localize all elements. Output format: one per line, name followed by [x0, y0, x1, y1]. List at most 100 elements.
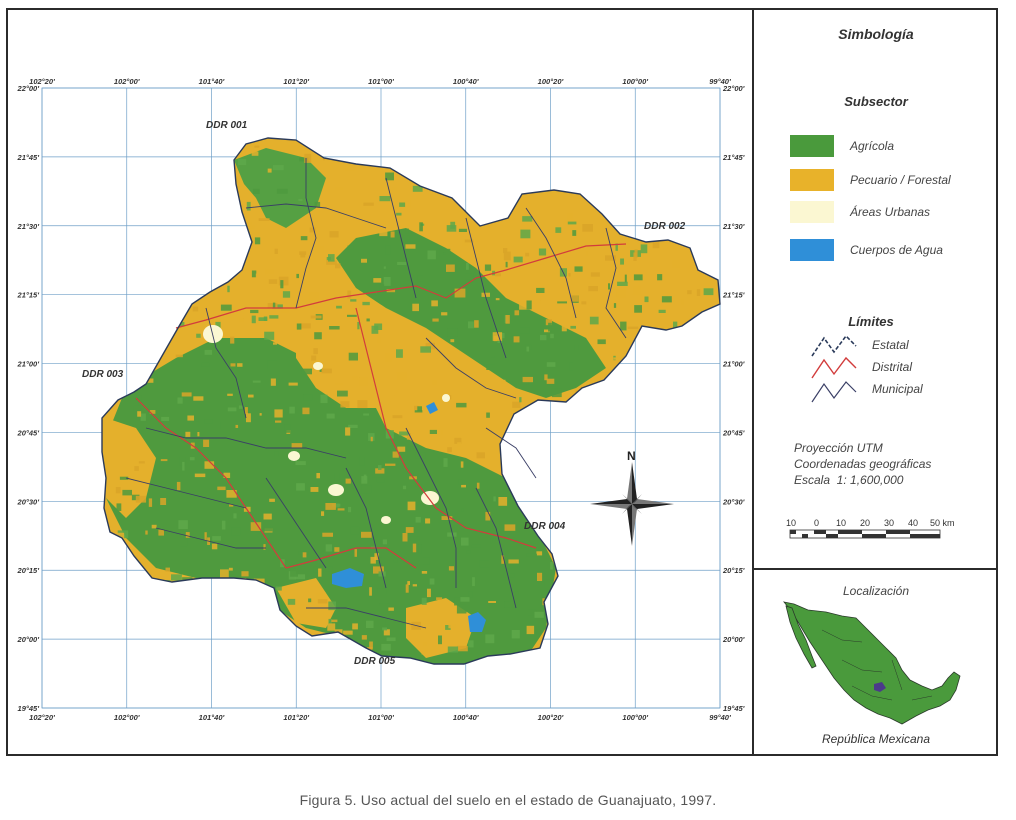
land-use-patch — [231, 527, 241, 536]
land-use-patch — [296, 273, 299, 279]
land-use-patch — [204, 419, 213, 424]
land-use-patch — [490, 537, 493, 544]
land-use-patch — [613, 357, 624, 360]
land-use-patch — [250, 309, 259, 314]
land-use-patch — [313, 348, 318, 355]
land-use-patch — [122, 489, 132, 496]
land-use-patch — [468, 640, 474, 648]
land-use-patch — [108, 147, 114, 152]
land-use-patch — [388, 607, 394, 611]
land-use-patch — [568, 273, 571, 277]
land-use-patch — [131, 494, 140, 501]
land-use-patch — [129, 183, 136, 190]
mexico-location-map — [783, 601, 961, 725]
land-use-patch — [423, 641, 428, 646]
land-use-patch — [295, 461, 306, 466]
land-use-patch — [704, 464, 716, 471]
legend-label: Pecuario / Forestal — [850, 173, 951, 187]
land-use-patch — [546, 362, 556, 367]
land-use-patch — [229, 504, 234, 507]
land-use-patch — [284, 424, 291, 433]
land-use-patch — [454, 288, 466, 298]
land-use-patch — [402, 533, 408, 542]
land-use-patch — [112, 145, 116, 151]
municipal-boundaries — [125, 158, 627, 629]
land-use-patch — [450, 221, 456, 229]
land-use-patch — [259, 413, 262, 416]
land-use-patch — [448, 624, 456, 629]
land-use-patch — [678, 232, 684, 240]
land-use-patch — [649, 643, 655, 650]
land-use-patch — [659, 512, 665, 522]
left-lat-label: 21°45' — [17, 153, 40, 162]
land-use-patch — [220, 304, 232, 311]
right-lat-label: 19°45' — [723, 704, 745, 713]
land-use-patch — [152, 238, 161, 243]
land-use-patch — [468, 321, 474, 329]
land-use-patch — [582, 440, 590, 445]
land-use-patch — [300, 253, 306, 258]
land-use-patch — [114, 299, 118, 305]
land-use-patch — [182, 577, 193, 581]
land-use-patch — [131, 380, 139, 385]
land-use-patch — [593, 596, 603, 604]
land-use-patch — [379, 228, 388, 237]
land-use-patch — [203, 586, 212, 595]
land-use-patch — [692, 405, 700, 408]
land-use-patch — [362, 301, 370, 306]
land-use-patch — [216, 621, 220, 629]
right-lat-label: 21°30' — [722, 222, 745, 231]
land-use-patch — [575, 613, 584, 616]
land-use-patch — [377, 588, 387, 595]
land-use-patch — [298, 198, 303, 202]
urbanas-swatch — [790, 201, 834, 223]
land-use-patch — [561, 192, 566, 199]
land-use-patch — [493, 496, 496, 502]
land-use-patch — [513, 336, 520, 343]
land-use-patch — [456, 604, 467, 614]
land-use-patch — [479, 560, 490, 568]
land-use-patch — [699, 353, 704, 360]
land-use-patch — [269, 498, 275, 502]
land-use-map: 102°20' 102°20' 102°00' 102°00' 101°40' 101°4… — [17, 77, 745, 722]
land-use-patch — [134, 174, 142, 181]
land-use-patch — [523, 412, 528, 421]
land-use-patch — [476, 482, 480, 489]
land-use-patch — [136, 202, 141, 205]
land-use-patch — [443, 252, 447, 255]
land-use-patch — [511, 630, 520, 639]
land-use-patch — [550, 562, 553, 570]
land-use-patch — [220, 421, 227, 429]
limit-label-municipal: Municipal — [872, 382, 923, 396]
land-use-patch — [647, 649, 656, 654]
land-use-patch — [690, 628, 702, 634]
land-use-patch — [563, 585, 567, 589]
urban-area-celaya — [421, 491, 439, 505]
land-use-patch — [638, 140, 643, 144]
land-use-patch — [344, 163, 355, 172]
land-use-patch — [104, 258, 113, 263]
land-use-patch — [147, 240, 159, 246]
land-use-patch — [642, 198, 645, 206]
land-use-patch — [421, 649, 428, 655]
legend-panel: Simbología Subsector Agrícola Pecuario /… — [754, 8, 998, 756]
land-use-patch — [512, 401, 521, 408]
land-use-patch — [610, 644, 615, 654]
land-use-patch — [660, 573, 667, 582]
land-use-patch — [706, 246, 713, 256]
land-use-patch — [489, 275, 500, 281]
land-use-patch — [536, 551, 543, 556]
estatal-line-icon — [811, 334, 857, 357]
land-use-patch — [419, 222, 423, 232]
land-use-patch — [179, 242, 186, 250]
land-use-patch — [357, 400, 368, 409]
land-use-patch — [130, 665, 141, 667]
legend-item-urbanas: Áreas Urbanas — [790, 200, 930, 224]
land-use-patch — [676, 166, 687, 174]
land-use-patch — [448, 179, 452, 183]
land-use-patch — [709, 565, 713, 570]
ddr-label-005: DDR 005 — [354, 656, 396, 667]
land-use-patch — [561, 325, 567, 332]
right-lat-label: 21°15' — [722, 291, 745, 300]
land-use-patch — [178, 158, 184, 166]
